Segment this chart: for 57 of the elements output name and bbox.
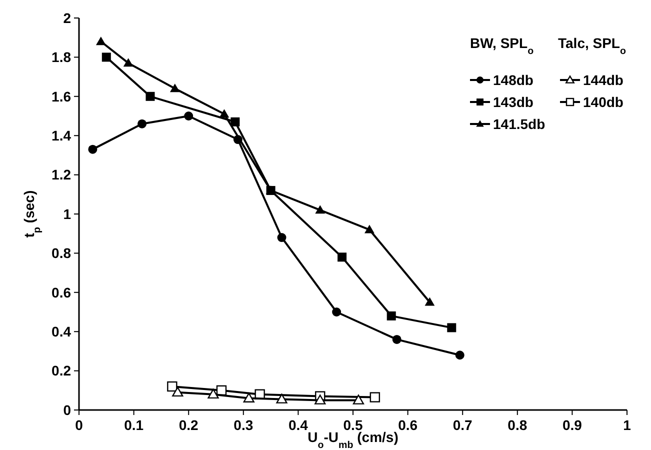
y-tick-label: 0.8: [52, 245, 72, 262]
x-tick-label: 0.7: [452, 417, 473, 433]
y-tick-label: 1.6: [52, 88, 72, 104]
x-tick-label: 0.1: [124, 417, 144, 433]
x-tick-label: 0.3: [234, 417, 254, 433]
point: [392, 334, 402, 344]
point: [233, 135, 242, 144]
y-tick-label: 1: [63, 206, 72, 222]
point: [102, 52, 111, 62]
point: [208, 388, 219, 399]
x-tick-label: 0.2: [178, 417, 199, 433]
point: [455, 350, 464, 360]
y-tick-label: 1.2: [52, 166, 72, 183]
x-tick-label: 0.6: [398, 417, 418, 433]
point: [243, 392, 254, 402]
point: [88, 144, 98, 154]
y-tick-label: 2: [63, 10, 72, 26]
point: [386, 311, 396, 320]
x-tick-label: 0.8: [508, 417, 528, 433]
legend-label: 141.5db: [493, 116, 546, 132]
point: [123, 58, 134, 67]
y-tick-label: 0.2: [52, 362, 72, 379]
point: [352, 394, 364, 404]
point: [219, 109, 230, 118]
point: [447, 323, 456, 332]
point: [167, 381, 178, 392]
point: [230, 117, 240, 126]
x-tick-label: 0.9: [562, 417, 582, 433]
legend-label: 148db: [493, 72, 534, 88]
point: [138, 119, 147, 128]
y-tick-label: 0.4: [52, 324, 72, 340]
point: [370, 392, 380, 402]
legend-label: 144db: [583, 72, 624, 88]
x-tick-label: 0.4: [288, 417, 308, 433]
point: [364, 224, 374, 234]
y-tick-label: 0: [63, 402, 72, 418]
legend-label: 140db: [583, 94, 624, 110]
point: [338, 252, 347, 262]
point: [276, 394, 288, 404]
y-tick-label: 1.4: [52, 128, 72, 144]
point: [424, 297, 435, 306]
point: [96, 36, 106, 46]
x-tick-label: 0: [75, 417, 84, 433]
annotation: Talc, SPL$_{o}$: [558, 35, 626, 56]
point: [146, 92, 155, 101]
point: [315, 205, 326, 214]
y-tick-label: 1.8: [52, 49, 72, 66]
point: [184, 112, 194, 120]
point: [170, 84, 180, 92]
y-tick-label: 0.6: [52, 284, 72, 300]
x-tick-label: 1: [623, 417, 632, 433]
point: [314, 394, 326, 404]
point: [332, 308, 342, 316]
legend-title: BW, SPL$_{o}$: [470, 35, 534, 56]
legend-label: 143db: [493, 94, 534, 110]
point: [277, 233, 286, 242]
point: [172, 386, 184, 397]
